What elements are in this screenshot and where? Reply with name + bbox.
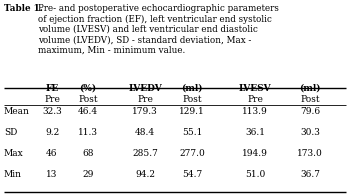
Text: Mean: Mean	[4, 107, 30, 116]
Text: Post: Post	[300, 95, 320, 104]
Text: (ml): (ml)	[299, 84, 321, 93]
Text: 285.7: 285.7	[132, 149, 158, 158]
Text: Post: Post	[182, 95, 202, 104]
Text: 129.1: 129.1	[179, 107, 205, 116]
Text: SD: SD	[4, 128, 18, 137]
Text: LVEDV: LVEDV	[128, 84, 162, 93]
Text: Table 1.: Table 1.	[4, 4, 43, 13]
Text: of ejection fraction (EF), left ventricular end systolic: of ejection fraction (EF), left ventricu…	[38, 15, 272, 24]
Text: maximum, Min - minimum value.: maximum, Min - minimum value.	[38, 46, 185, 55]
Text: (%): (%)	[79, 84, 97, 93]
Text: LVESV: LVESV	[239, 84, 271, 93]
Text: 46.4: 46.4	[78, 107, 98, 116]
Text: 36.1: 36.1	[245, 128, 265, 137]
Text: 46: 46	[46, 149, 58, 158]
Text: 48.4: 48.4	[135, 128, 155, 137]
Text: 277.0: 277.0	[179, 149, 205, 158]
Text: (ml): (ml)	[181, 84, 203, 93]
Text: 51.0: 51.0	[245, 170, 265, 179]
Text: Pre: Pre	[44, 95, 60, 104]
Text: volume (LVEDV), SD - standard deviation, Max -: volume (LVEDV), SD - standard deviation,…	[38, 35, 251, 44]
Text: 113.9: 113.9	[242, 107, 268, 116]
Text: 94.2: 94.2	[135, 170, 155, 179]
Text: 11.3: 11.3	[78, 128, 98, 137]
Text: 9.2: 9.2	[45, 128, 59, 137]
Text: 54.7: 54.7	[182, 170, 202, 179]
Text: Min: Min	[4, 170, 22, 179]
Text: FE: FE	[46, 84, 59, 93]
Text: 179.3: 179.3	[132, 107, 158, 116]
Text: volume (LVESV) and left ventricular end diastolic: volume (LVESV) and left ventricular end …	[38, 25, 258, 34]
Text: Max: Max	[4, 149, 24, 158]
Text: Pre: Pre	[247, 95, 263, 104]
Text: 173.0: 173.0	[297, 149, 323, 158]
Text: Post: Post	[78, 95, 98, 104]
Text: 32.3: 32.3	[42, 107, 62, 116]
Text: 79.6: 79.6	[300, 107, 320, 116]
Text: 194.9: 194.9	[242, 149, 268, 158]
Text: 36.7: 36.7	[300, 170, 320, 179]
Text: Pre: Pre	[137, 95, 153, 104]
Text: 29: 29	[82, 170, 94, 179]
Text: 30.3: 30.3	[300, 128, 320, 137]
Text: 13: 13	[46, 170, 58, 179]
Text: 68: 68	[82, 149, 94, 158]
Text: Pre- and postoperative echocardiographic parameters: Pre- and postoperative echocardiographic…	[38, 4, 279, 13]
Text: 55.1: 55.1	[182, 128, 202, 137]
